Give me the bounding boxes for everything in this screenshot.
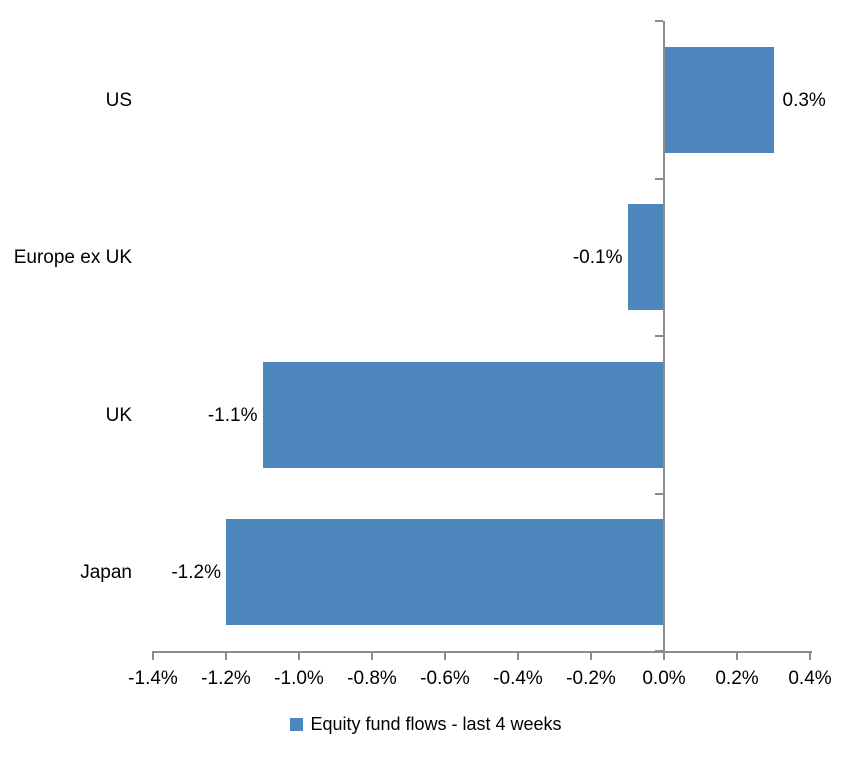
bar-us[interactable] [664,46,774,153]
x-axis-tick-label: 0.4% [788,668,832,689]
x-axis-tick-label: 0.0% [642,668,686,689]
category-tick [655,20,663,22]
data-label: 0.3% [782,89,826,111]
bar-uk[interactable] [262,361,664,468]
legend-marker-icon [290,718,304,731]
x-axis-line [153,651,812,653]
category-label: UK [105,404,132,426]
x-axis-tick [371,651,373,660]
x-axis-tick-label: 0.2% [715,668,759,689]
x-axis-tick-label: -0.8% [347,668,397,689]
x-axis-tick-label: -1.0% [274,668,324,689]
x-axis-tick [590,651,592,660]
x-axis-tick-label: -1.2% [201,668,251,689]
zero-axis-line [663,21,665,651]
x-axis-tick-label: -0.4% [493,668,543,689]
x-axis-tick [809,651,811,660]
x-axis-tick [517,651,519,660]
x-axis-tick [444,651,446,660]
x-axis-tick [225,651,227,660]
legend-label: Equity fund flows - last 4 weeks [310,714,562,734]
x-axis-tick [298,651,300,660]
x-axis-tick-label: -0.6% [420,668,470,689]
data-label: -0.1% [572,247,623,269]
x-axis-tick-label: -0.2% [566,668,616,689]
data-label: -1.2% [171,562,221,584]
bar-europe-ex-uk[interactable] [627,204,664,311]
category-label: Japan [80,562,132,584]
category-tick [655,335,663,337]
category-tick [655,177,663,180]
category-label: Europe ex UK [13,247,132,269]
x-axis-tick-label: -1.4% [128,668,178,689]
category-tick [655,492,663,495]
bar-japan[interactable] [226,519,664,626]
x-axis-tick [736,651,738,660]
category-label: US [105,89,132,111]
x-axis-tick [152,651,154,660]
data-label: -1.1% [207,404,258,426]
legend: Equity fund flows - last 4 weeks [0,714,852,735]
x-axis-tick [663,651,665,660]
